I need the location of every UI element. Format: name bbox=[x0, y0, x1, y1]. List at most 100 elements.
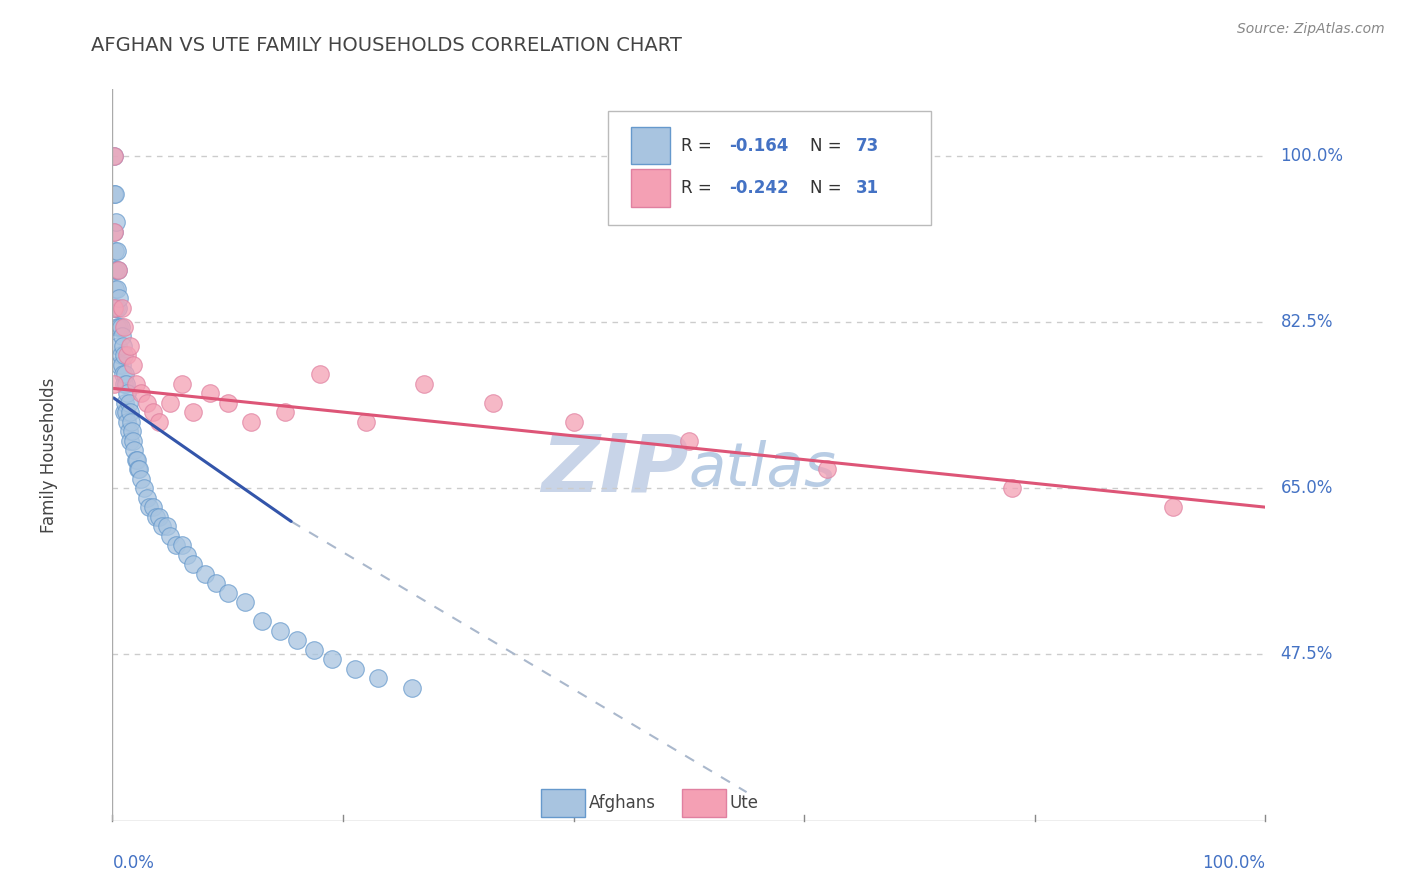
Point bbox=[138, 500, 160, 515]
Point bbox=[148, 415, 170, 429]
Point bbox=[115, 405, 138, 419]
Point bbox=[108, 358, 131, 372]
Point bbox=[562, 415, 585, 429]
Point bbox=[114, 395, 136, 409]
Point bbox=[678, 434, 700, 448]
Point bbox=[217, 585, 239, 599]
Point bbox=[114, 367, 136, 381]
Point bbox=[107, 301, 129, 315]
Point bbox=[110, 348, 132, 362]
Point bbox=[112, 319, 135, 334]
Point bbox=[274, 405, 297, 419]
Text: AFGHAN VS UTE FAMILY HOUSEHOLDS CORRELATION CHART: AFGHAN VS UTE FAMILY HOUSEHOLDS CORRELAT… bbox=[91, 36, 682, 54]
Text: -0.242: -0.242 bbox=[730, 179, 789, 197]
Point bbox=[128, 462, 150, 476]
Text: Afghans: Afghans bbox=[589, 794, 655, 812]
Point bbox=[239, 415, 262, 429]
Point bbox=[104, 282, 127, 296]
Point bbox=[112, 405, 135, 419]
Point bbox=[117, 395, 139, 409]
Point bbox=[412, 376, 434, 391]
Point bbox=[122, 358, 145, 372]
Point bbox=[136, 395, 159, 409]
Point bbox=[103, 225, 125, 239]
Point bbox=[118, 434, 141, 448]
Point bbox=[118, 339, 141, 353]
Point bbox=[115, 376, 138, 391]
Text: N =: N = bbox=[810, 179, 846, 197]
Point bbox=[107, 339, 129, 353]
Point bbox=[181, 405, 204, 419]
Point bbox=[108, 291, 131, 305]
Point bbox=[252, 614, 274, 628]
Point bbox=[117, 424, 139, 438]
Point bbox=[105, 244, 128, 258]
Point bbox=[122, 434, 145, 448]
Point bbox=[354, 415, 377, 429]
Point bbox=[401, 681, 423, 695]
Point bbox=[125, 452, 148, 467]
Text: 82.5%: 82.5% bbox=[1281, 313, 1333, 331]
FancyBboxPatch shape bbox=[609, 112, 931, 225]
Point bbox=[148, 509, 170, 524]
Point bbox=[103, 301, 125, 315]
Point bbox=[129, 472, 153, 486]
Point bbox=[117, 415, 139, 429]
Text: 0.0%: 0.0% bbox=[112, 854, 155, 871]
Point bbox=[159, 395, 181, 409]
Text: R =: R = bbox=[681, 136, 717, 154]
Point bbox=[121, 424, 143, 438]
Point bbox=[107, 262, 129, 277]
Point bbox=[482, 395, 505, 409]
Point bbox=[127, 462, 149, 476]
FancyBboxPatch shape bbox=[631, 127, 671, 164]
Point bbox=[111, 367, 134, 381]
Point bbox=[181, 557, 204, 571]
Text: Source: ZipAtlas.com: Source: ZipAtlas.com bbox=[1237, 22, 1385, 37]
Point bbox=[103, 149, 125, 163]
Point bbox=[285, 633, 308, 648]
Text: 100.0%: 100.0% bbox=[1202, 854, 1265, 871]
Point bbox=[367, 671, 389, 685]
Text: 47.5%: 47.5% bbox=[1281, 646, 1333, 664]
Point bbox=[815, 462, 838, 476]
Point bbox=[112, 376, 135, 391]
Point bbox=[111, 339, 134, 353]
Point bbox=[200, 386, 222, 401]
Text: 65.0%: 65.0% bbox=[1281, 479, 1333, 497]
Point bbox=[145, 509, 167, 524]
Point bbox=[104, 215, 127, 229]
Point bbox=[124, 376, 146, 391]
Point bbox=[304, 642, 326, 657]
Point bbox=[136, 491, 159, 505]
Point bbox=[159, 529, 181, 543]
Point bbox=[233, 595, 256, 609]
Point bbox=[105, 282, 128, 296]
Point bbox=[194, 566, 217, 581]
FancyBboxPatch shape bbox=[682, 789, 725, 817]
Point bbox=[107, 262, 129, 277]
FancyBboxPatch shape bbox=[541, 789, 585, 817]
Point bbox=[108, 319, 131, 334]
Point bbox=[103, 149, 125, 163]
Point bbox=[343, 662, 366, 676]
Text: Ute: Ute bbox=[730, 794, 758, 812]
Point bbox=[117, 386, 139, 401]
Point bbox=[104, 301, 127, 315]
Text: 31: 31 bbox=[856, 179, 879, 197]
Point bbox=[170, 538, 193, 552]
Point bbox=[176, 548, 198, 562]
Point bbox=[103, 186, 125, 201]
Point bbox=[104, 186, 127, 201]
FancyBboxPatch shape bbox=[631, 169, 671, 207]
Text: Family Households: Family Households bbox=[39, 377, 58, 533]
Point bbox=[110, 319, 132, 334]
Text: 100.0%: 100.0% bbox=[1281, 146, 1343, 165]
Point bbox=[124, 452, 146, 467]
Point bbox=[118, 405, 141, 419]
Point bbox=[103, 262, 125, 277]
Text: -0.164: -0.164 bbox=[730, 136, 789, 154]
Point bbox=[103, 301, 125, 315]
Point bbox=[129, 386, 153, 401]
Text: ZIP: ZIP bbox=[541, 431, 689, 508]
